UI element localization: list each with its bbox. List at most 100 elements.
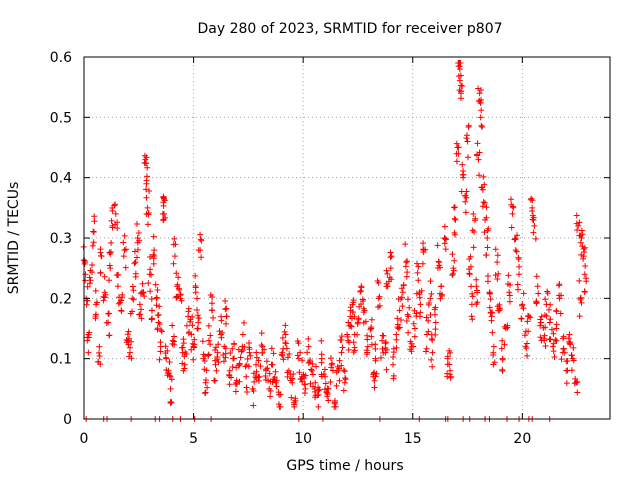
data-point [329, 360, 336, 367]
data-point [333, 382, 340, 389]
data-point [581, 248, 588, 255]
data-point [443, 236, 450, 243]
data-point [408, 340, 415, 347]
data-point [236, 378, 243, 385]
data-point [446, 361, 453, 368]
data-point [542, 296, 549, 303]
data-point [523, 340, 530, 347]
data-point [191, 336, 198, 343]
data-point [458, 82, 465, 89]
data-point [286, 351, 293, 358]
data-point [179, 344, 186, 351]
data-point [455, 150, 462, 157]
data-point [472, 215, 479, 222]
data-point [357, 288, 364, 295]
data-point [501, 341, 508, 348]
data-point [205, 351, 212, 358]
data-point [124, 331, 131, 338]
data-point [451, 257, 458, 264]
data-point [451, 215, 458, 222]
data-point [578, 227, 585, 234]
data-point [537, 322, 544, 329]
data-point [170, 338, 177, 345]
data-point [582, 262, 589, 269]
data-point [307, 380, 314, 387]
data-point [265, 377, 272, 384]
data-point [462, 192, 469, 199]
data-point [87, 267, 94, 274]
data-point [222, 297, 229, 304]
data-point [191, 344, 198, 351]
data-point [576, 313, 583, 320]
data-point [189, 340, 196, 347]
data-point [578, 299, 585, 306]
data-point [282, 331, 289, 338]
data-point [145, 221, 152, 228]
data-point [161, 197, 168, 204]
data-point [192, 272, 199, 279]
data-point [168, 376, 175, 383]
data-point [90, 239, 97, 246]
data-point [201, 390, 208, 397]
data-point [207, 341, 214, 348]
data-point [507, 282, 514, 289]
data-point [312, 379, 319, 386]
data-point [525, 328, 532, 335]
data-point [81, 257, 88, 264]
data-point [450, 267, 457, 274]
data-point [547, 316, 554, 323]
data-point [106, 332, 113, 339]
data-point [91, 218, 98, 225]
data-point [527, 314, 534, 321]
data-point [494, 252, 501, 259]
data-point [376, 293, 383, 300]
data-point [573, 220, 580, 227]
data-point [499, 366, 506, 373]
data-point [577, 232, 584, 239]
data-point [309, 361, 316, 368]
data-point [577, 296, 584, 303]
data-point [338, 349, 345, 356]
data-point [94, 299, 101, 306]
data-point [245, 363, 252, 370]
data-point [229, 345, 236, 352]
data-point [475, 156, 482, 163]
data-point [179, 349, 186, 356]
data-point [520, 290, 527, 297]
data-point [276, 403, 283, 410]
data-point [114, 283, 121, 290]
data-point [162, 350, 169, 357]
data-point [387, 265, 394, 272]
data-point [349, 309, 356, 316]
data-point [344, 331, 351, 338]
data-point [299, 357, 306, 364]
data-point [255, 373, 262, 380]
data-point [358, 284, 365, 291]
data-point [240, 319, 247, 326]
data-point [561, 349, 568, 356]
data-point [566, 331, 573, 338]
data-point [295, 355, 302, 362]
data-point [153, 302, 160, 309]
data-point [121, 247, 128, 254]
data-point [532, 235, 539, 242]
data-point [226, 381, 233, 388]
data-point [302, 381, 309, 388]
data-point [101, 294, 108, 301]
data-point [98, 252, 105, 259]
data-point [122, 246, 129, 253]
data-point [556, 295, 563, 302]
data-point [239, 331, 246, 338]
data-point [203, 367, 210, 374]
data-point [537, 319, 544, 326]
data-point [483, 214, 490, 221]
data-point [438, 283, 445, 290]
data-point [223, 313, 230, 320]
data-point [243, 384, 250, 391]
data-point [298, 375, 305, 382]
data-point [189, 313, 196, 320]
data-point [477, 114, 484, 121]
data-point [550, 340, 557, 347]
data-point [336, 357, 343, 364]
data-point [488, 317, 495, 324]
